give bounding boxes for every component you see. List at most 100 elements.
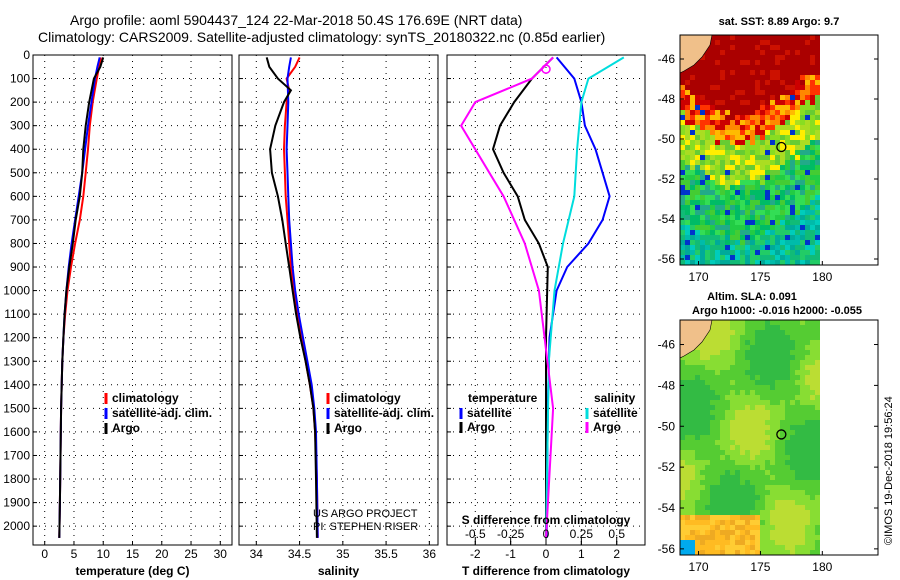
sla_map-cell: [810, 375, 815, 380]
sla_map-cell: [775, 490, 780, 495]
sla_map-cell: [720, 335, 725, 340]
sst_map-cell: [695, 225, 700, 230]
sst_map-cell: [735, 220, 740, 225]
sla_map-cell: [805, 330, 810, 335]
sla_map-cell: [790, 515, 795, 520]
sla_map-cell: [745, 545, 750, 550]
sst_map-cell: [750, 255, 755, 260]
sst_map-cell: [735, 245, 740, 250]
sst_map-cell: [815, 185, 820, 190]
sla_map-cell: [755, 445, 760, 450]
sla_map-cell: [750, 525, 755, 530]
sla_map-cell: [720, 545, 725, 550]
sst_map-cell: [760, 195, 765, 200]
sla_map-cell: [815, 530, 820, 535]
sst_map-cell: [695, 235, 700, 240]
sla_map-cell: [725, 400, 730, 405]
sal-legend-2-label: Argo: [334, 421, 362, 435]
sla_map-cell: [750, 505, 755, 510]
sla_map-cell: [705, 380, 710, 385]
sla_map-cell: [700, 500, 705, 505]
sst_map-cell: [685, 135, 690, 140]
sst_map-cell: [795, 135, 800, 140]
sst_map-cell: [755, 55, 760, 60]
sst_map-cell: [715, 240, 720, 245]
sla_map-cell: [680, 530, 685, 535]
sla_map-cell: [745, 420, 750, 425]
sst_map-cell: [755, 185, 760, 190]
sst_map-cell: [795, 180, 800, 185]
sst_map-cell: [815, 115, 820, 120]
sla_map-cell: [705, 475, 710, 480]
sst_map-cell: [700, 230, 705, 235]
sst_map-cell: [755, 140, 760, 145]
sla_map-cell: [760, 375, 765, 380]
sla_map-cell: [690, 480, 695, 485]
sst_map-cell: [710, 135, 715, 140]
sst_map-cell: [710, 125, 715, 130]
sla_map-cell: [750, 340, 755, 345]
sla_map-cell: [780, 500, 785, 505]
sla_map-cell: [695, 530, 700, 535]
sla_map-cell: [735, 400, 740, 405]
sla_map-cell: [710, 390, 715, 395]
sla_map-cell: [715, 400, 720, 405]
sst_map-cell: [800, 220, 805, 225]
sla_map-cell: [765, 435, 770, 440]
sla_map-cell: [720, 480, 725, 485]
sla_map-cell: [740, 515, 745, 520]
sst_map-cell: [755, 200, 760, 205]
sst_map-cell: [800, 75, 805, 80]
sla_map-cell: [730, 350, 735, 355]
sst_map-cell: [715, 50, 720, 55]
sst_map-cell: [780, 80, 785, 85]
sst_map-cell: [780, 110, 785, 115]
sla_map-cell: [765, 320, 770, 325]
sst_map-cell: [715, 105, 720, 110]
sla_map-cell: [690, 485, 695, 490]
sst_map-cell: [740, 260, 745, 265]
sla_map-cell: [800, 545, 805, 550]
sla_map-cell: [740, 435, 745, 440]
sst_map-cell: [795, 250, 800, 255]
temperature-xtick-label: 20: [155, 547, 169, 561]
salinity-frame: [238, 54, 439, 546]
sst_map-cell: [765, 135, 770, 140]
sla_map-cell: [680, 455, 685, 460]
sst_map-cell: [800, 260, 805, 265]
sst_map-cell: [745, 220, 750, 225]
sst_map-cell: [805, 85, 810, 90]
sla_map-cell: [770, 370, 775, 375]
sst_map-cell: [680, 260, 685, 265]
sst_map-cell: [760, 145, 765, 150]
sst_map-cell: [685, 155, 690, 160]
sst_map-cell: [770, 40, 775, 45]
sla_map-cell: [805, 495, 810, 500]
sst_map-cell: [765, 185, 770, 190]
sla_map-cell: [710, 410, 715, 415]
sla_map-cell: [775, 505, 780, 510]
sla_map-cell: [795, 490, 800, 495]
sst_map-cell: [800, 45, 805, 50]
sst_map-cell: [715, 115, 720, 120]
sla_map-cell: [725, 435, 730, 440]
sla_map-cell: [690, 380, 695, 385]
sla_map-cell: [805, 525, 810, 530]
sla_map-cell: [720, 365, 725, 370]
depth-tick-label: 1200: [3, 331, 30, 345]
sst_map-cell: [710, 130, 715, 135]
sla_map-cell: [775, 510, 780, 515]
sla_map-cell: [745, 530, 750, 535]
sst_map-cell: [760, 120, 765, 125]
sla_map-cell: [685, 505, 690, 510]
sst_map-cell: [710, 55, 715, 60]
sla_map-cell: [705, 425, 710, 430]
sla_map-cell: [730, 530, 735, 535]
sst_map-cell: [725, 95, 730, 100]
sla_map-cell: [810, 385, 815, 390]
sst_map-cell: [690, 80, 695, 85]
sst_map-cell: [795, 150, 800, 155]
sst_map-cell: [710, 110, 715, 115]
sla_map-cell: [685, 430, 690, 435]
